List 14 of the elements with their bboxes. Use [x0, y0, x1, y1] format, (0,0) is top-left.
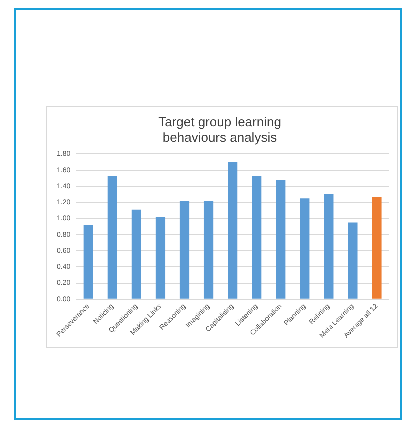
- bar: [324, 194, 334, 299]
- bar: [300, 198, 310, 299]
- bar: [156, 217, 166, 299]
- bar: [132, 210, 142, 299]
- bar: [108, 176, 118, 299]
- bar: [372, 196, 382, 299]
- chart-title: Target group learning behaviours analysis: [158, 114, 282, 145]
- bar: [84, 225, 94, 299]
- bar: [228, 162, 238, 299]
- bar: [252, 176, 262, 299]
- bar: [348, 222, 358, 299]
- bar: [204, 200, 214, 299]
- bar: [276, 180, 286, 299]
- bar: [180, 200, 190, 299]
